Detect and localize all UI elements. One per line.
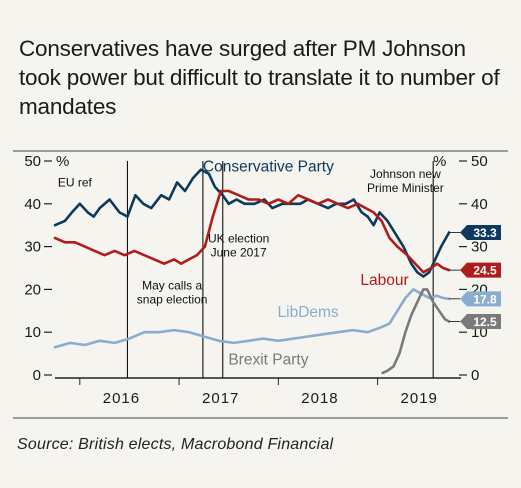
event-label: EU ref: [58, 176, 93, 190]
x-tick-label: 2017: [202, 390, 239, 407]
callout-value: 24.5: [473, 264, 497, 278]
series-line-brexit-party: [381, 288, 451, 375]
callout-tag: [460, 314, 501, 329]
callout-tag: [460, 224, 501, 240]
series-label-labour: Labour: [360, 272, 408, 289]
chart-title: Conservatives have surged after PM Johns…: [19, 36, 500, 119]
event-label: Johnson new: [370, 167, 441, 181]
y-tick-label-right: 0: [471, 367, 479, 384]
event-label: UK election: [208, 231, 269, 245]
callout-value: 17.8: [473, 292, 497, 306]
source-note: Source: British elects, Macrobond Financ…: [17, 436, 334, 453]
y-tick-label-left: 50: [24, 153, 41, 170]
event-label: May calls a: [142, 278, 202, 292]
series-label-conservative-party: Conservative Party: [203, 159, 334, 176]
event-label: Prime Minister: [367, 181, 444, 195]
callout-tag: [460, 291, 501, 307]
series-label-libdems: LibDems: [278, 304, 339, 321]
callout-value: 12.5: [473, 315, 497, 329]
series-line-libdems: [53, 288, 451, 349]
callout-tag: [460, 262, 501, 278]
y-tick-label-left: 20: [24, 281, 41, 298]
y-unit-left: %: [56, 153, 69, 170]
callout-value: 33.3: [473, 226, 497, 240]
event-label: snap election: [137, 292, 208, 306]
series-line-labour: [53, 189, 451, 274]
y-tick-label-right: 40: [471, 196, 488, 213]
y-tick-label-left: 0: [33, 367, 41, 384]
x-tick-label: 2018: [301, 390, 338, 407]
y-tick-label-left: 40: [24, 196, 41, 213]
y-tick-label-left: 10: [24, 324, 41, 341]
series-line-conservative-party: [53, 168, 451, 278]
y-tick-label-right: 50: [471, 153, 488, 170]
y-tick-label-right: 30: [471, 239, 488, 256]
series-label-brexit-party: Brexit Party: [228, 351, 308, 368]
y-tick-label-left: 30: [24, 239, 41, 256]
x-tick-label: 2019: [401, 390, 438, 407]
chart-figure: Conservatives have surged after PM Johns…: [5, 4, 516, 474]
y-unit-right: %: [433, 153, 446, 170]
x-tick-label: 2016: [103, 390, 140, 407]
event-label: June 2017: [211, 245, 267, 259]
